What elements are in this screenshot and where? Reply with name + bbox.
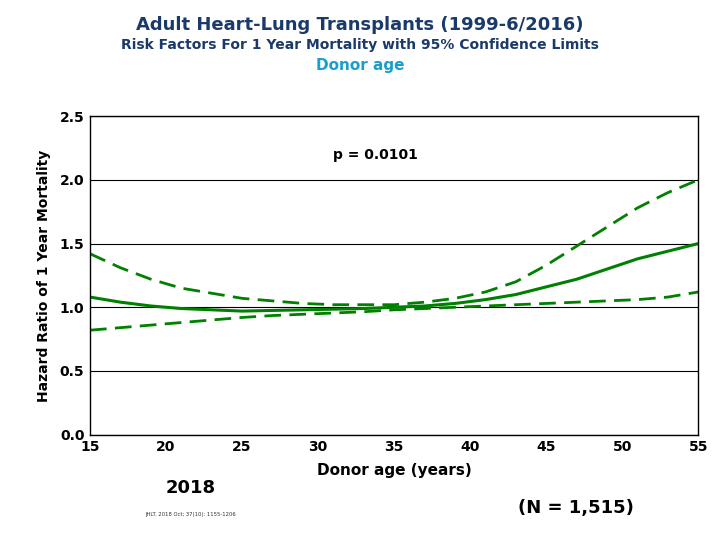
Text: Adult Heart-Lung Transplants (1999-6/2016): Adult Heart-Lung Transplants (1999-6/201… (136, 16, 584, 34)
Text: ISHLT: ISHLT (42, 480, 106, 500)
Y-axis label: Hazard Ratio of 1 Year Mortality: Hazard Ratio of 1 Year Mortality (37, 149, 51, 402)
X-axis label: Donor age (years): Donor age (years) (317, 463, 472, 477)
Text: Risk Factors For 1 Year Mortality with 95% Confidence Limits: Risk Factors For 1 Year Mortality with 9… (121, 38, 599, 52)
Text: ISHLT • INTERNATIONAL SOCIETY FOR HEART AND LUNG TRANSPLANTATION: ISHLT • INTERNATIONAL SOCIETY FOR HEART … (0, 517, 148, 521)
FancyBboxPatch shape (119, 474, 261, 533)
Text: p = 0.0101: p = 0.0101 (333, 148, 418, 162)
Text: JHLT. 2018 Oct; 37(10): 1155-1206: JHLT. 2018 Oct; 37(10): 1155-1206 (145, 512, 235, 517)
Text: 2018: 2018 (166, 479, 215, 497)
Text: Donor age: Donor age (316, 58, 404, 73)
Text: (N = 1,515): (N = 1,515) (518, 498, 634, 517)
